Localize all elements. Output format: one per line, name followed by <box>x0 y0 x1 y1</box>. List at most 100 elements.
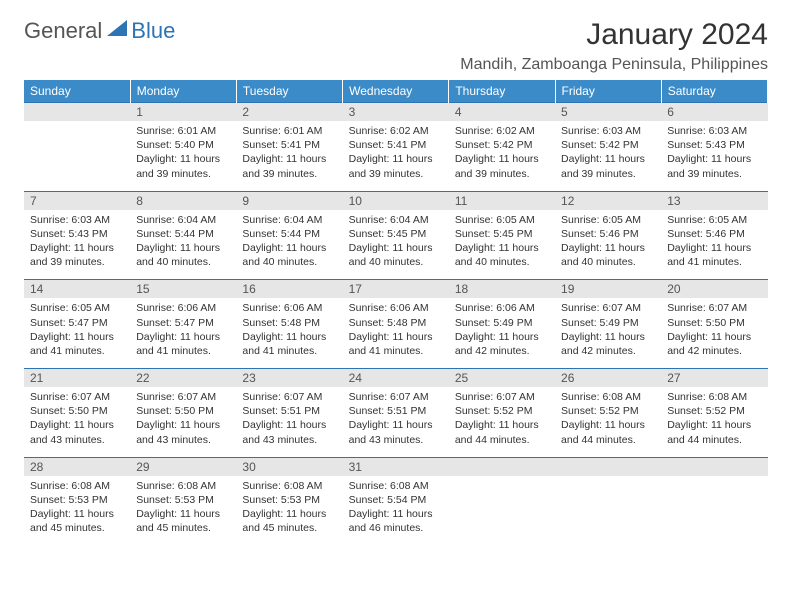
day-number: 10 <box>343 191 449 210</box>
sunset-line: Sunset: 5:42 PM <box>455 138 549 152</box>
sunset-line: Sunset: 5:52 PM <box>667 404 761 418</box>
detail-row: Sunrise: 6:07 AMSunset: 5:50 PMDaylight:… <box>24 387 768 457</box>
day-cell <box>24 121 130 191</box>
sunrise-line: Sunrise: 6:07 AM <box>242 390 336 404</box>
day-number: 1 <box>130 103 236 122</box>
logo: General Blue <box>24 18 175 44</box>
day-cell: Sunrise: 6:07 AMSunset: 5:50 PMDaylight:… <box>130 387 236 457</box>
day-number: 22 <box>130 369 236 388</box>
sunset-line: Sunset: 5:50 PM <box>667 316 761 330</box>
sunrise-line: Sunrise: 6:06 AM <box>136 301 230 315</box>
sunset-line: Sunset: 5:45 PM <box>455 227 549 241</box>
day-number: 14 <box>24 280 130 299</box>
day-number: 13 <box>661 191 767 210</box>
location-text: Mandih, Zamboanga Peninsula, Philippines <box>460 56 768 74</box>
day-header: Thursday <box>449 80 555 103</box>
day-number: 27 <box>661 369 767 388</box>
sunrise-line: Sunrise: 6:08 AM <box>30 479 124 493</box>
day-cell: Sunrise: 6:07 AMSunset: 5:50 PMDaylight:… <box>24 387 130 457</box>
sunset-line: Sunset: 5:52 PM <box>561 404 655 418</box>
logo-text-blue: Blue <box>131 18 175 44</box>
sunrise-line: Sunrise: 6:08 AM <box>561 390 655 404</box>
sunrise-line: Sunrise: 6:03 AM <box>561 124 655 138</box>
sunrise-line: Sunrise: 6:05 AM <box>30 301 124 315</box>
sunset-line: Sunset: 5:49 PM <box>455 316 549 330</box>
day-number: 31 <box>343 457 449 476</box>
sunset-line: Sunset: 5:46 PM <box>561 227 655 241</box>
sunset-line: Sunset: 5:53 PM <box>30 493 124 507</box>
sunrise-line: Sunrise: 6:06 AM <box>349 301 443 315</box>
daylight-line: Daylight: 11 hours and 45 minutes. <box>136 507 230 535</box>
sunrise-line: Sunrise: 6:08 AM <box>667 390 761 404</box>
sunrise-line: Sunrise: 6:02 AM <box>349 124 443 138</box>
day-number: 12 <box>555 191 661 210</box>
calendar-table: SundayMondayTuesdayWednesdayThursdayFrid… <box>24 80 768 545</box>
day-number <box>555 457 661 476</box>
day-cell: Sunrise: 6:03 AMSunset: 5:43 PMDaylight:… <box>24 210 130 280</box>
day-cell: Sunrise: 6:07 AMSunset: 5:49 PMDaylight:… <box>555 298 661 368</box>
daylight-line: Daylight: 11 hours and 40 minutes. <box>349 241 443 269</box>
sunset-line: Sunset: 5:50 PM <box>136 404 230 418</box>
daylight-line: Daylight: 11 hours and 39 minutes. <box>136 152 230 180</box>
daylight-line: Daylight: 11 hours and 41 minutes. <box>136 330 230 358</box>
daynum-row: 123456 <box>24 103 768 122</box>
day-cell: Sunrise: 6:05 AMSunset: 5:47 PMDaylight:… <box>24 298 130 368</box>
day-number: 6 <box>661 103 767 122</box>
sunrise-line: Sunrise: 6:06 AM <box>242 301 336 315</box>
day-cell: Sunrise: 6:08 AMSunset: 5:52 PMDaylight:… <box>661 387 767 457</box>
sunrise-line: Sunrise: 6:05 AM <box>455 213 549 227</box>
day-cell: Sunrise: 6:03 AMSunset: 5:42 PMDaylight:… <box>555 121 661 191</box>
sunset-line: Sunset: 5:48 PM <box>349 316 443 330</box>
day-cell: Sunrise: 6:07 AMSunset: 5:51 PMDaylight:… <box>236 387 342 457</box>
sunset-line: Sunset: 5:53 PM <box>136 493 230 507</box>
month-title: January 2024 <box>460 18 768 52</box>
day-cell: Sunrise: 6:07 AMSunset: 5:50 PMDaylight:… <box>661 298 767 368</box>
sunrise-line: Sunrise: 6:05 AM <box>667 213 761 227</box>
daylight-line: Daylight: 11 hours and 43 minutes. <box>136 418 230 446</box>
sunrise-line: Sunrise: 6:07 AM <box>455 390 549 404</box>
sunset-line: Sunset: 5:44 PM <box>136 227 230 241</box>
sunrise-line: Sunrise: 6:07 AM <box>136 390 230 404</box>
sunrise-line: Sunrise: 6:01 AM <box>136 124 230 138</box>
sunrise-line: Sunrise: 6:03 AM <box>30 213 124 227</box>
daylight-line: Daylight: 11 hours and 45 minutes. <box>242 507 336 535</box>
logo-sail-icon <box>107 20 129 43</box>
sunset-line: Sunset: 5:43 PM <box>667 138 761 152</box>
day-number: 15 <box>130 280 236 299</box>
day-cell: Sunrise: 6:06 AMSunset: 5:48 PMDaylight:… <box>343 298 449 368</box>
day-cell: Sunrise: 6:08 AMSunset: 5:54 PMDaylight:… <box>343 476 449 546</box>
day-number: 20 <box>661 280 767 299</box>
day-number <box>661 457 767 476</box>
day-cell: Sunrise: 6:08 AMSunset: 5:52 PMDaylight:… <box>555 387 661 457</box>
day-number: 25 <box>449 369 555 388</box>
sunrise-line: Sunrise: 6:06 AM <box>455 301 549 315</box>
header: General Blue January 2024 Mandih, Zamboa… <box>24 18 768 74</box>
sunset-line: Sunset: 5:41 PM <box>242 138 336 152</box>
daylight-line: Daylight: 11 hours and 40 minutes. <box>242 241 336 269</box>
daylight-line: Daylight: 11 hours and 39 minutes. <box>30 241 124 269</box>
daylight-line: Daylight: 11 hours and 44 minutes. <box>667 418 761 446</box>
daylight-line: Daylight: 11 hours and 39 minutes. <box>667 152 761 180</box>
day-number: 4 <box>449 103 555 122</box>
day-header: Saturday <box>661 80 767 103</box>
sunset-line: Sunset: 5:47 PM <box>30 316 124 330</box>
sunrise-line: Sunrise: 6:04 AM <box>136 213 230 227</box>
day-number: 2 <box>236 103 342 122</box>
day-cell: Sunrise: 6:07 AMSunset: 5:51 PMDaylight:… <box>343 387 449 457</box>
sunrise-line: Sunrise: 6:04 AM <box>242 213 336 227</box>
daylight-line: Daylight: 11 hours and 45 minutes. <box>30 507 124 535</box>
daynum-row: 21222324252627 <box>24 369 768 388</box>
day-number: 7 <box>24 191 130 210</box>
sunset-line: Sunset: 5:40 PM <box>136 138 230 152</box>
day-header: Friday <box>555 80 661 103</box>
day-cell: Sunrise: 6:03 AMSunset: 5:43 PMDaylight:… <box>661 121 767 191</box>
daynum-row: 14151617181920 <box>24 280 768 299</box>
day-header: Monday <box>130 80 236 103</box>
day-header: Wednesday <box>343 80 449 103</box>
day-cell: Sunrise: 6:08 AMSunset: 5:53 PMDaylight:… <box>130 476 236 546</box>
day-number: 5 <box>555 103 661 122</box>
daylight-line: Daylight: 11 hours and 39 minutes. <box>455 152 549 180</box>
day-number: 24 <box>343 369 449 388</box>
day-number: 11 <box>449 191 555 210</box>
day-number <box>449 457 555 476</box>
